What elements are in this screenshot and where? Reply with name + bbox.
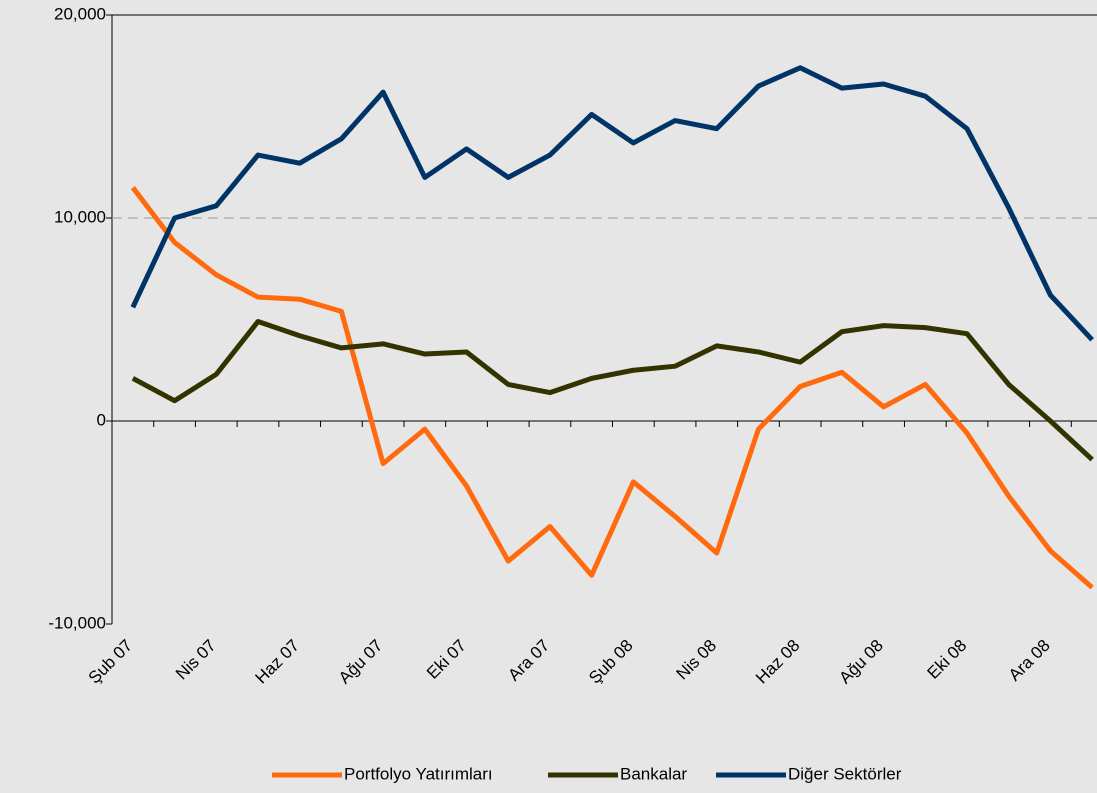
legend-label: Bankalar [620,764,687,783]
x-tick-label: Ağu 07 [335,636,387,688]
series-line [131,319,1094,462]
y-tick-label: 0 [97,410,106,429]
series-line [130,186,1094,590]
x-tick-label: Eki 07 [423,636,470,683]
legend-label: Diğer Sektörler [788,764,902,783]
x-tick-label: Ağu 08 [835,636,887,688]
series-line [130,65,1094,342]
y-tick-label: -10,000 [48,613,106,632]
x-tick-label: Haz 08 [752,636,804,688]
x-tick-label: Eki 08 [923,636,970,683]
x-tick-label: Haz 07 [251,636,303,688]
y-tick-label: 10,000 [54,207,106,226]
x-tick-label: Nis 08 [673,636,721,684]
x-tick-label: Şub 07 [85,636,137,688]
legend-label: Portfolyo Yatırımları [344,764,493,783]
x-tick-label: Nis 07 [172,636,220,684]
x-tick-label: Şub 08 [585,636,637,688]
y-tick-label: 20,000 [54,4,106,23]
x-tick-label: Ara 07 [504,636,553,685]
x-tick-label: Ara 08 [1005,636,1054,685]
